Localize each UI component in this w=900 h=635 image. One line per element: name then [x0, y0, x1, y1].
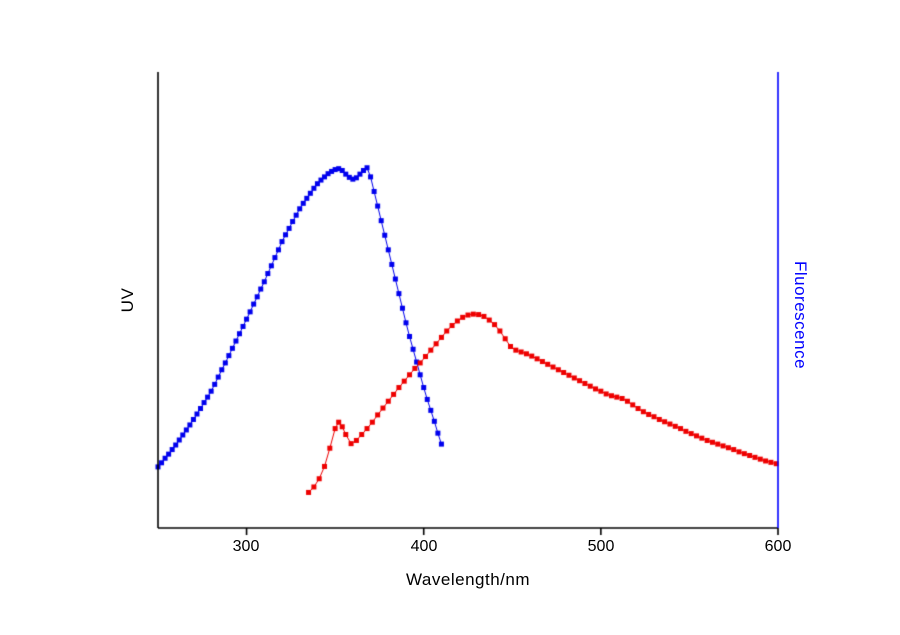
x-tick-label-400: 400 [410, 538, 438, 555]
x-axis-label: Wavelength/nm [406, 570, 530, 589]
x-tick-label-300: 300 [232, 538, 260, 555]
y-axis-label-fluorescence: Fluorescence [791, 260, 810, 370]
x-tick-label-600: 600 [764, 538, 792, 555]
y-axis-label-uv: UV [118, 287, 137, 313]
x-tick-label-500: 500 [587, 538, 615, 555]
